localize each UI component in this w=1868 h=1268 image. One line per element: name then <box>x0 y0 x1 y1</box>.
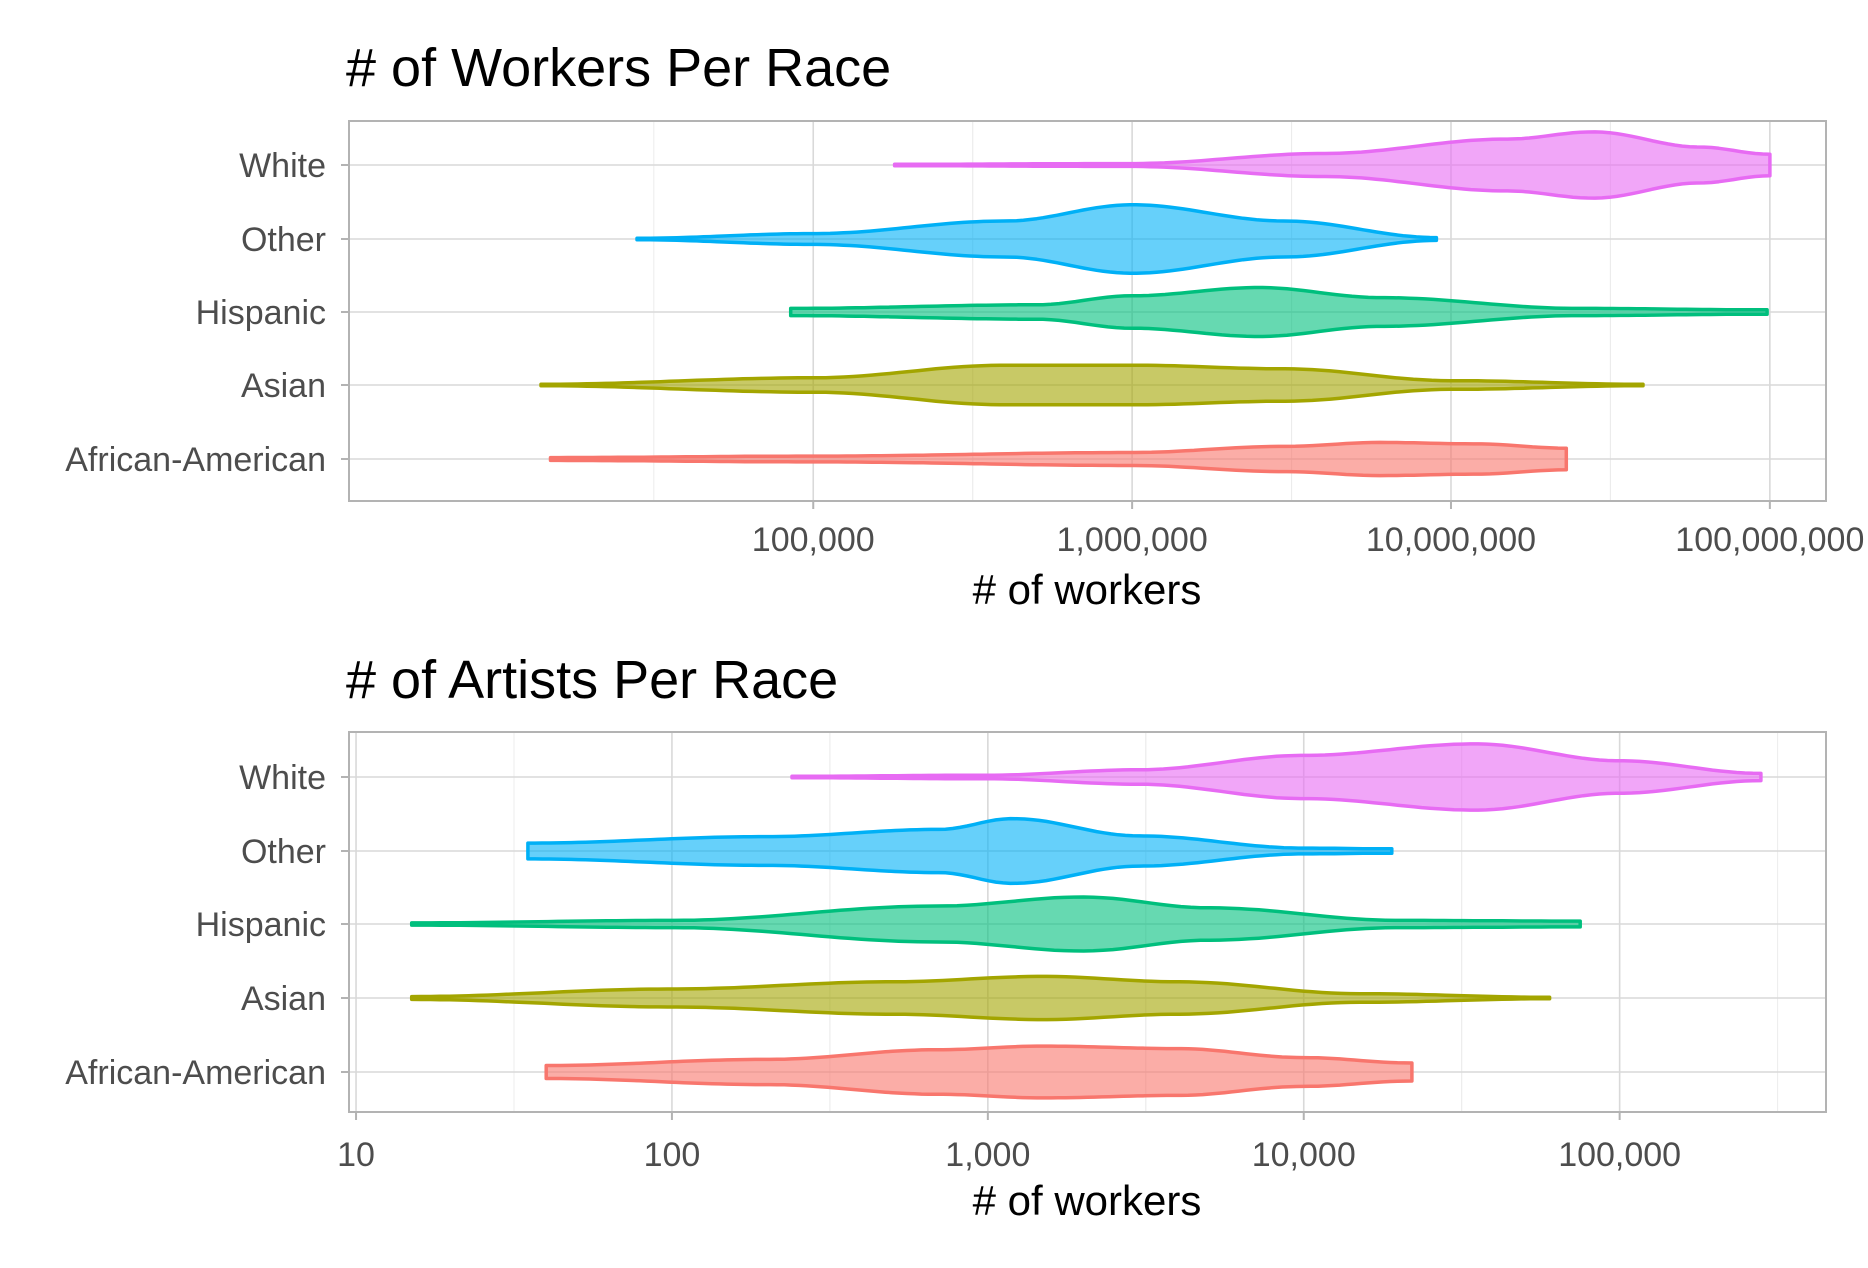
y-tick-label: African-American <box>65 441 326 479</box>
y-tick-label: Hispanic <box>196 906 326 944</box>
x-axis-label: # of workers <box>973 1177 1202 1224</box>
x-tick-label: 100,000 <box>1558 1136 1681 1174</box>
y-tick-label: Asian <box>241 367 326 405</box>
violin-african-american <box>544 1044 1414 1100</box>
x-tick-label: 10,000,000 <box>1366 521 1536 559</box>
x-axis-label: # of workers <box>973 566 1202 613</box>
violin-white <box>892 130 1772 200</box>
violin-other <box>526 816 1394 886</box>
chart-title: # of Workers Per Race <box>346 38 891 98</box>
x-tick-label: 10,000 <box>1252 1136 1356 1174</box>
x-tick-label: 1,000 <box>945 1136 1030 1174</box>
violin-asian <box>409 974 1552 1022</box>
artists-chart: # of Artists Per Race 10 100 1,000 10,000 10… <box>65 650 1827 1224</box>
violin-african-american <box>548 440 1569 478</box>
y-tick-label: African-American <box>65 1054 326 1092</box>
y-tick-label: Asian <box>241 980 326 1018</box>
y-tick-label: Other <box>241 833 326 871</box>
x-tick-label: 100,000 <box>752 521 875 559</box>
violin-hispanic <box>788 285 1769 339</box>
violin-other <box>635 203 1439 275</box>
panel-border <box>348 731 1827 1113</box>
y-tick-label: Hispanic <box>196 294 326 332</box>
x-tick-label: 10 <box>337 1136 375 1174</box>
x-tick-label: 1,000,000 <box>1056 521 1207 559</box>
x-tick-label: 100 <box>644 1136 701 1174</box>
y-tick-label: White <box>239 759 326 797</box>
violin-white <box>790 742 1763 812</box>
violin-hispanic <box>409 895 1582 953</box>
y-tick-label: White <box>239 147 326 185</box>
violin-asian <box>539 363 1645 407</box>
x-tick-label: 100,000,000 <box>1675 521 1864 559</box>
workers-chart: # of Workers Per Race 100,000 1,000,000 10… <box>65 38 1864 613</box>
y-tick-label: Other <box>241 221 326 259</box>
chart-title: # of Artists Per Race <box>346 650 838 710</box>
